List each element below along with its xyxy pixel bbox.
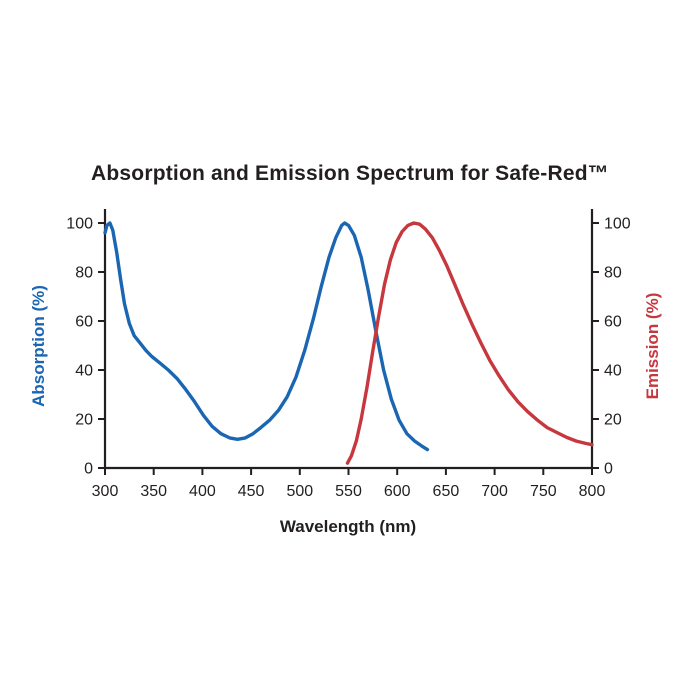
left-tick-label: 80 — [75, 265, 93, 282]
left-tick-label: 60 — [75, 314, 93, 331]
x-tick-label: 500 — [286, 483, 313, 500]
emission-curve — [345, 221, 594, 465]
spectrum-chart: 300 350 400 450 500 550 600 650 700 750 8000204060… — [29, 209, 662, 536]
right-tick-label: 60 — [604, 314, 622, 331]
left-tick-label: 100 — [66, 216, 93, 233]
right-tick-label: 100 — [604, 216, 631, 233]
x-tick-label: 600 — [384, 483, 411, 500]
right-tick-label: 20 — [604, 412, 622, 429]
right-tick-label: 80 — [604, 265, 622, 282]
x-tick-label: 300 — [92, 483, 119, 500]
left-tick-label: 0 — [84, 461, 93, 478]
x-tick-label: 400 — [189, 483, 216, 500]
x-tick-label: 350 — [140, 483, 167, 500]
right-tick-label: 0 — [604, 461, 613, 478]
x-tick-label: 650 — [433, 483, 460, 500]
x-tick-label: 750 — [530, 483, 557, 500]
absorption-axis-label: Absorption (%) — [29, 285, 48, 407]
chart-title: Absorption and Emission Spectrum for Saf… — [91, 162, 609, 185]
emission-axis-label: Emission (%) — [643, 293, 662, 400]
x-axis-label: Wavelength (nm) — [280, 517, 416, 536]
right-tick-label: 40 — [604, 363, 622, 380]
left-tick-label: 40 — [75, 363, 93, 380]
x-tick-label: 550 — [335, 483, 362, 500]
plot-group: 300 350 400 450 500 550 600 650 700 750 8000204060… — [66, 209, 631, 500]
x-tick-label: 450 — [238, 483, 265, 500]
absorption-curve — [103, 221, 430, 452]
x-tick-label: 800 — [579, 483, 606, 500]
x-tick-label: 700 — [481, 483, 508, 500]
left-tick-label: 20 — [75, 412, 93, 429]
